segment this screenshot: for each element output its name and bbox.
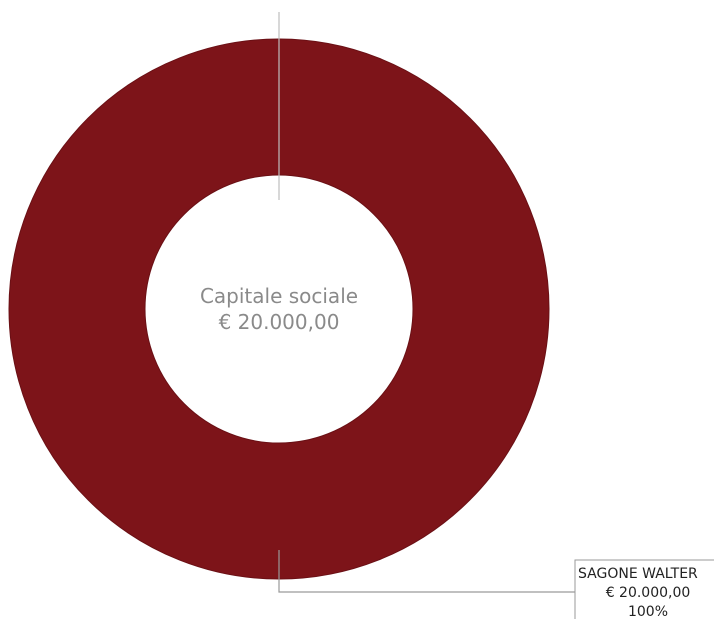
slice-label-value: € 20.000,00 (606, 585, 691, 601)
slice-label-box: SAGONE WALTER € 20.000,00 100% (574, 559, 714, 619)
slice-label-percent: 100% (628, 604, 668, 619)
slice-label-frame (574, 559, 714, 619)
slice-label-name: SAGONE WALTER (578, 566, 698, 582)
center-value: € 20.000,00 (219, 310, 340, 334)
center-title: Capitale sociale (200, 284, 358, 308)
slice-leader-line (278, 550, 576, 593)
slices-layer (8, 38, 550, 580)
donut-slice-0 (8, 38, 550, 580)
